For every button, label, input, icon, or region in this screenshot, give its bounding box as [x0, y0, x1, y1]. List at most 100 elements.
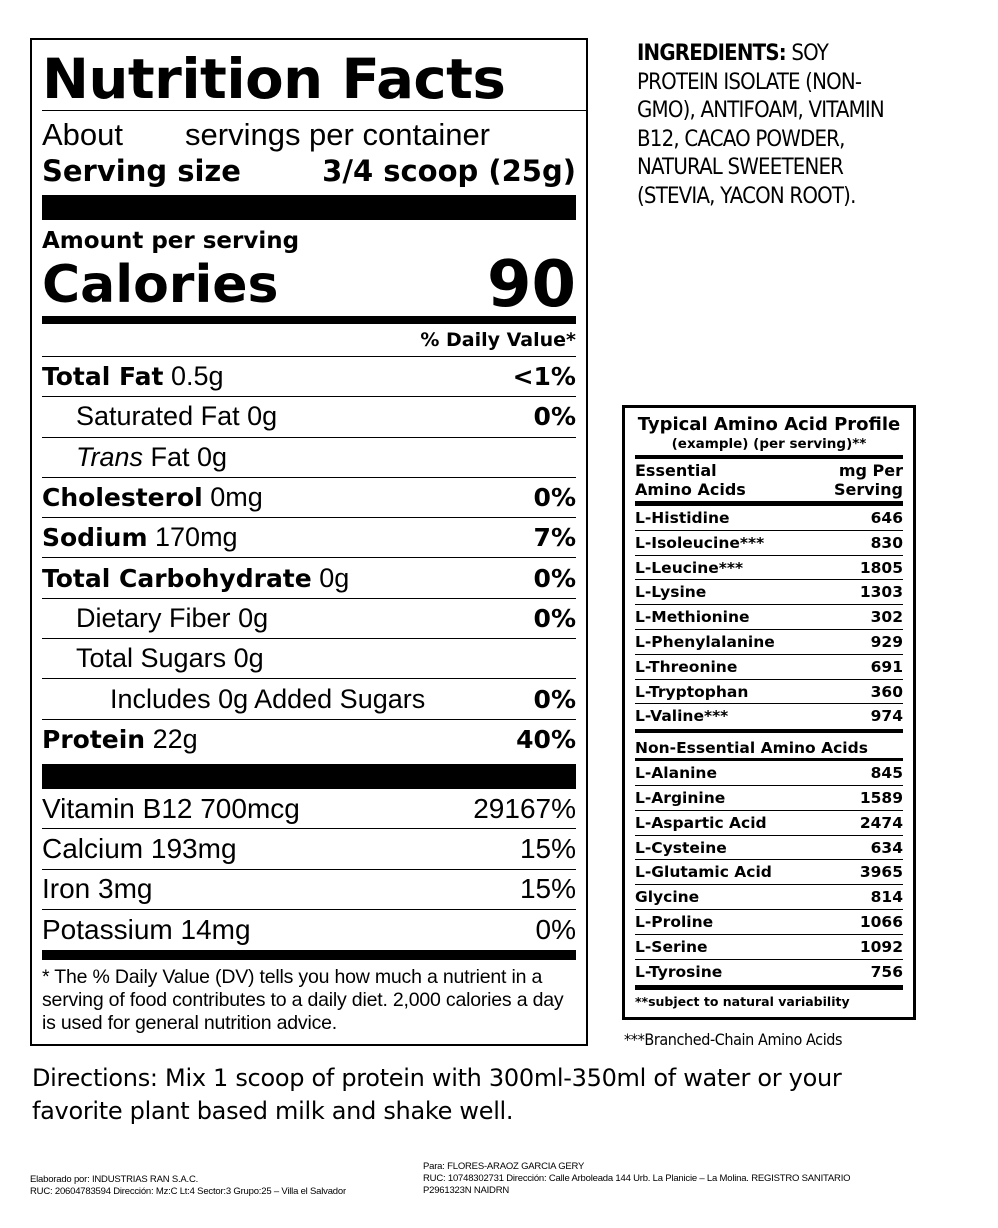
amino-row: L-Cysteine 634: [635, 836, 903, 861]
nutrient-row: Total Carbohydrate 0g 0%: [42, 558, 576, 599]
amino-value: 302: [870, 608, 903, 627]
amino-value: 830: [870, 533, 903, 552]
amino-row: L-Tryptophan 360: [635, 680, 903, 705]
nutrient-row: Total Fat 0.5g <1%: [42, 357, 576, 398]
amino-name: L-Isoleucine***: [635, 533, 765, 552]
nutrient-name: Includes 0g Added Sugars: [110, 683, 426, 714]
amino-row: L-Serine 1092: [635, 935, 903, 960]
amino-row: Glycine 814: [635, 885, 903, 910]
amino-row: L-Arginine 1589: [635, 786, 903, 811]
nutrient-dv: 0%: [533, 483, 576, 513]
daily-value-header: % Daily Value*: [42, 324, 576, 357]
amino-value: 756: [870, 962, 903, 981]
about-label: About: [42, 117, 124, 152]
nutrient-amount: 0g: [247, 401, 278, 432]
amino-row: L-Threonine 691: [635, 655, 903, 680]
amino-name: L-Threonine: [635, 657, 738, 676]
nutrient-amount: 0g: [238, 602, 269, 633]
calories-label: Calories: [42, 255, 279, 315]
amino-name: L-Proline: [635, 912, 714, 931]
nutrient-row: Includes 0g Added Sugars 0%: [42, 679, 576, 720]
amino-acid-profile: Typical Amino Acid Profile (example) (pe…: [622, 405, 916, 1020]
amino-row: L-Glutamic Acid 3965: [635, 860, 903, 886]
amino-name: L-Arginine: [635, 788, 726, 807]
amino-row: L-Alanine 845: [635, 761, 903, 786]
vitamin-name: Iron 3mg: [42, 873, 153, 905]
nutrient-row: Dietary Fiber 0g 0%: [42, 599, 576, 640]
nutrient-name: Protein: [42, 725, 146, 755]
vitamin-dv: 15%: [519, 832, 576, 864]
nutrient-row: Total Sugars 0g: [42, 639, 576, 680]
nutrient-dv: 0%: [533, 402, 576, 432]
serving-size-value: 3/4 scoop (25g): [322, 154, 576, 188]
amino-row: L-Proline 1066: [635, 910, 903, 935]
nutrient-label: Saturated Fat 0g: [76, 401, 277, 432]
servings-label: servings per container: [185, 117, 491, 152]
amino-value: 1805: [859, 558, 903, 577]
nutrient-label: Includes 0g Added Sugars: [110, 684, 425, 715]
nutrient-label: Sodium 170mg: [42, 522, 238, 553]
nutrient-dv: 0%: [533, 684, 576, 714]
amino-row: L-Lysine 1303: [635, 580, 903, 606]
maker-line: RUC: 20604783594 Dirección: Mz:C Lt:4 Se…: [30, 1186, 346, 1197]
thick-divider: [42, 950, 576, 961]
recipient-info: Para: FLORES-ARAOZ GARCIA GERY RUC: 10748…: [423, 1161, 851, 1197]
amino-col1: Essential Amino Acids: [635, 461, 746, 499]
vitamin-dv: 0%: [535, 914, 576, 945]
nutrition-title: Nutrition Facts: [42, 48, 587, 111]
serving-size-label: Serving size: [42, 154, 241, 188]
nutrient-amount: 0mg: [210, 482, 263, 513]
amino-value: 1589: [859, 788, 903, 807]
amino-value: 1303: [859, 583, 903, 602]
amino-value: 1092: [859, 937, 903, 956]
nutrient-row: Cholesterol 0mg 0%: [42, 478, 576, 519]
amino-row: L-Histidine 646: [635, 506, 903, 531]
nutrient-row: Sodium 170mg 7%: [42, 518, 576, 559]
amino-row: L-Valine*** 974: [635, 704, 903, 729]
amino-header: Essential Amino Acids mg Per Serving: [635, 459, 903, 506]
nutrient-amount: 0g: [319, 562, 350, 593]
directions: Directions: Mix 1 scoop of protein with …: [32, 1062, 862, 1128]
nutrient-name: Sodium: [42, 523, 148, 553]
maker-line: Elaborado por: INDUSTRIAS RAN S.A.C.: [30, 1174, 199, 1185]
amino-value: 646: [870, 509, 903, 527]
amino-name: L-Leucine***: [635, 558, 744, 577]
vitamin-row: Iron 3mg 15%: [42, 870, 576, 910]
recipient-line: Para: FLORES-ARAOZ GARCIA GERY: [423, 1161, 585, 1172]
maker-info: Elaborado por: INDUSTRIAS RAN S.A.C. RUC:…: [30, 1174, 346, 1198]
thick-divider: [42, 195, 576, 220]
amino-name: L-Valine***: [635, 707, 729, 726]
non-essential-header: Non-Essential Amino Acids: [635, 729, 903, 762]
amino-name: L-Aspartic Acid: [635, 813, 767, 832]
amino-name: L-Tryptophan: [635, 682, 749, 701]
amino-name: L-Serine: [635, 937, 708, 956]
nutrient-name: Dietary Fiber: [76, 602, 231, 633]
nutrient-name: Total Carbohydrate: [42, 563, 312, 593]
bcaa-note: ***Branched-Chain Amino Acids: [624, 1030, 843, 1049]
ingredients-text: SOY PROTEIN ISOLATE (NON-GMO), ANTIFOAM,…: [637, 41, 885, 209]
amino-name: L-Cysteine: [635, 838, 727, 857]
amino-col2: mg Per Serving: [833, 461, 903, 499]
amino-name: L-Phenylalanine: [635, 632, 775, 651]
amino-name: L-Methionine: [635, 608, 750, 627]
ingredients: INGREDIENTS: SOY PROTEIN ISOLATE (NON-GM…: [637, 40, 897, 212]
amino-name: L-Alanine: [635, 764, 717, 783]
vitamin-row: Potassium 14mg 0%: [42, 910, 576, 950]
vitamin-row: Calcium 193mg 15%: [42, 829, 576, 870]
amino-name: L-Lysine: [635, 583, 707, 602]
vitamin-name: Vitamin B12 700mcg: [42, 792, 300, 824]
amino-name: L-Histidine: [635, 509, 730, 527]
nutrient-amount: 0g: [233, 643, 264, 674]
nutrient-amount: 0.5g: [170, 361, 224, 392]
amino-subtitle: (example) (per serving)**: [635, 436, 903, 459]
vitamin-dv: 15%: [519, 873, 576, 905]
amino-value: 360: [870, 682, 903, 701]
amino-name: L-Tyrosine: [635, 962, 723, 981]
recipient-line: RUC: 10748302731 Dirección: Calle Arbole…: [423, 1173, 851, 1184]
nutrient-dv: 7%: [533, 523, 576, 553]
nutrient-name: Saturated Fat: [76, 401, 240, 432]
nutrient-name: Total Fat: [42, 362, 164, 392]
amino-value: 634: [870, 838, 903, 857]
amino-name: L-Glutamic Acid: [635, 863, 772, 882]
amino-value: 3965: [859, 863, 903, 882]
